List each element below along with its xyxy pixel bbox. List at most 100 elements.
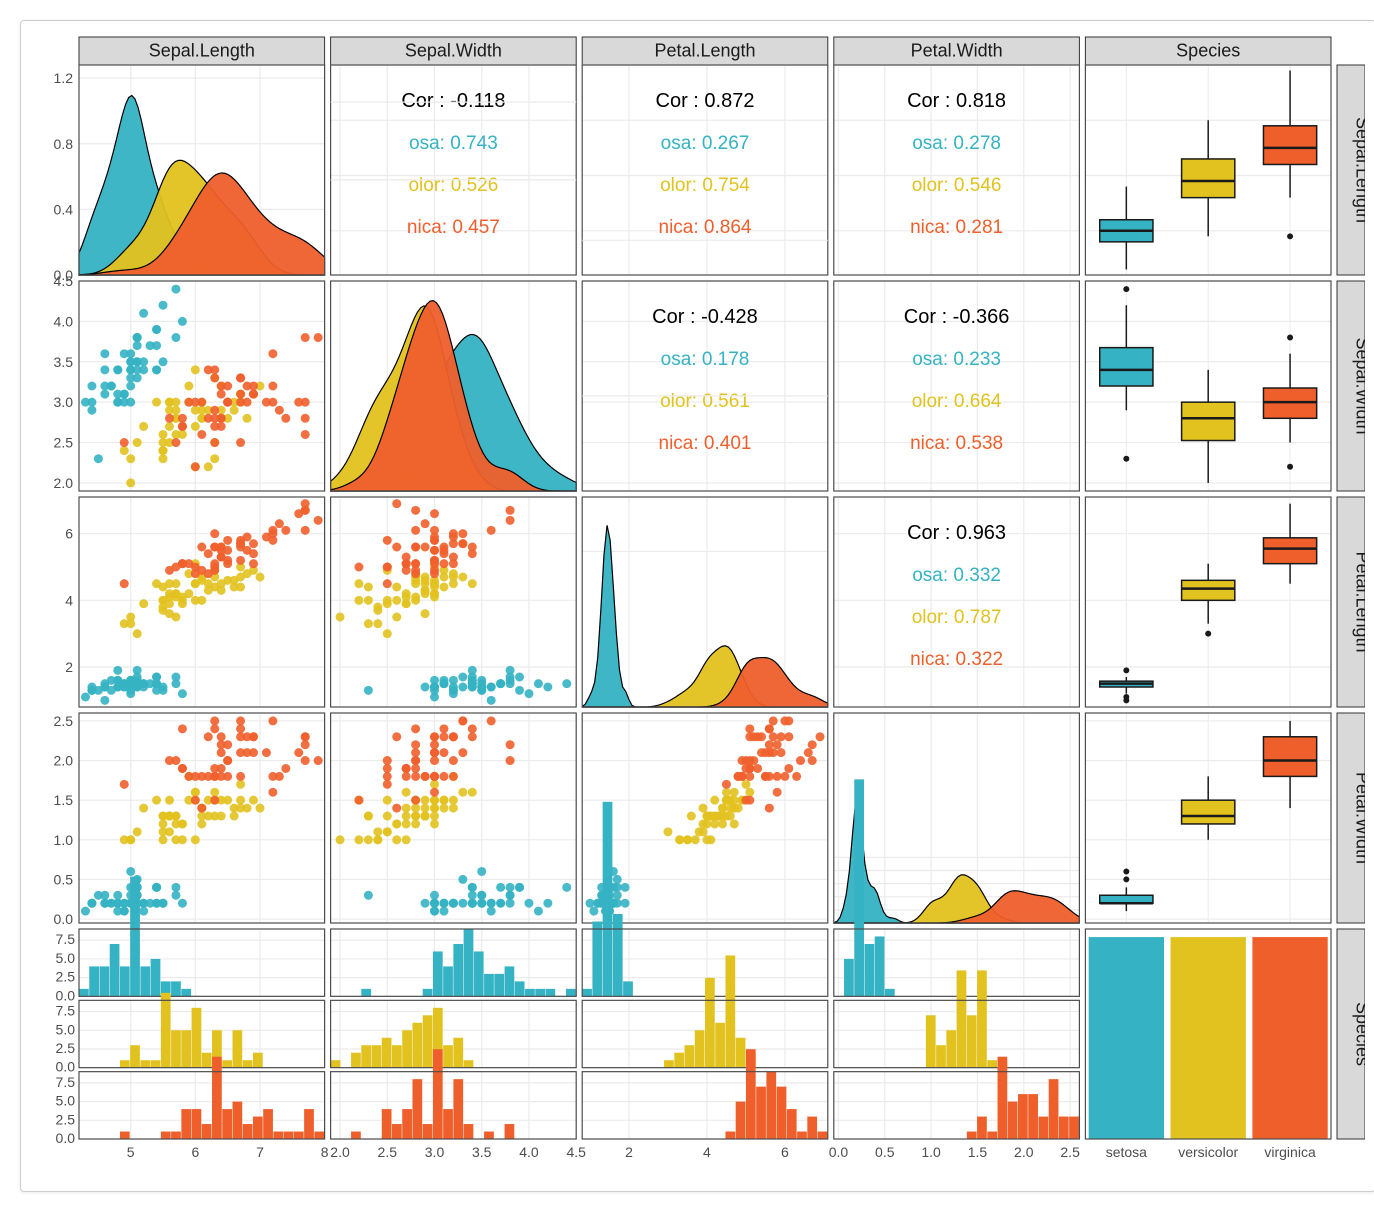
scatter-point <box>411 756 420 765</box>
scatter-point <box>402 589 411 598</box>
panel-Sepal.Length-Petal.Width: Cor : 0.818osa: 0.278olor: 0.546nica: 0.… <box>834 65 1080 275</box>
scatter-point <box>301 333 310 342</box>
scatter-point <box>449 899 458 908</box>
scatter-point <box>421 519 430 528</box>
scatter-point <box>87 398 96 407</box>
scatter-point <box>281 764 290 773</box>
scatter-point <box>100 899 109 908</box>
y-tick: 5.0 <box>56 950 76 966</box>
scatter-point <box>613 891 622 900</box>
cor-versicolor: olor: 0.664 <box>912 391 1002 412</box>
x-tick: 6 <box>781 1144 789 1160</box>
scatter-point <box>210 373 219 382</box>
scatter-point <box>126 357 135 366</box>
row-strip-label: Sepal.Length <box>1353 117 1365 223</box>
scatter-point <box>159 454 168 463</box>
scatter-point <box>281 526 290 535</box>
scatter-point <box>392 583 401 592</box>
scatter-point <box>159 583 168 592</box>
scatter-point <box>411 812 420 821</box>
scatter-point <box>458 788 467 797</box>
panel-Sepal.Length-Sepal.Width: Cor : -0.118osa: 0.743olor: 0.526nica: 0… <box>331 65 577 275</box>
scatter-point <box>506 516 515 525</box>
y-tick: 0.0 <box>56 987 76 1003</box>
scatter-point <box>120 446 129 455</box>
scatter-point <box>411 506 420 515</box>
cor-overall: Cor : -0.366 <box>904 306 1010 328</box>
scatter-point <box>165 566 174 575</box>
scatter-point <box>364 891 373 900</box>
scatter-point <box>430 748 439 757</box>
scatter-point <box>585 899 594 908</box>
scatter-point <box>589 907 598 916</box>
scatter-point <box>458 899 467 908</box>
cor-overall: Cor : -0.118 <box>401 90 505 112</box>
scatter-point <box>487 696 496 705</box>
col-strip-label: Petal.Length <box>654 41 755 61</box>
scatter-point <box>191 365 200 374</box>
scatter-point <box>197 804 206 813</box>
panel-Sepal.Length-Species <box>1085 65 1331 275</box>
scatter-point <box>741 764 750 773</box>
scatter-point <box>421 812 430 821</box>
cor-virginica: nica: 0.864 <box>659 217 752 238</box>
scatter-point <box>171 285 180 294</box>
scatter-point <box>159 827 168 836</box>
species-bar-virginica <box>1252 937 1327 1139</box>
scatter-point <box>159 438 168 447</box>
x-cat: versicolor <box>1178 1144 1238 1160</box>
scatter-point <box>223 756 232 765</box>
cor-setosa: osa: 0.278 <box>912 133 1001 154</box>
scatter-point <box>133 666 142 675</box>
scatter-point <box>120 390 129 399</box>
scatter-point <box>268 382 277 391</box>
scatter-point <box>421 683 430 692</box>
scatter-point <box>477 891 486 900</box>
scatter-point <box>230 804 239 813</box>
scatter-point <box>777 748 786 757</box>
species-bar-setosa <box>1089 937 1164 1139</box>
scatter-point <box>392 596 401 605</box>
scatter-point <box>534 679 543 688</box>
scatter-point <box>268 716 277 725</box>
scatter-point <box>402 819 411 828</box>
scatter-point <box>392 835 401 844</box>
scatter-point <box>402 764 411 773</box>
x-tick: 5 <box>127 1144 135 1160</box>
scatter-point <box>165 796 174 805</box>
scatter-point <box>439 679 448 688</box>
x-tick: 1.0 <box>921 1144 941 1160</box>
scatter-point <box>275 406 284 415</box>
scatter-point <box>171 406 180 415</box>
scatter-point <box>738 756 747 765</box>
scatter-point <box>301 756 310 765</box>
scatter-point <box>411 526 420 535</box>
scatter-point <box>126 478 135 487</box>
scatter-point <box>392 543 401 552</box>
scatter-point <box>94 891 103 900</box>
scatter-point <box>126 683 135 692</box>
scatter-point <box>204 732 213 741</box>
x-cat: setosa <box>1106 1144 1147 1160</box>
scatter-point <box>217 546 226 555</box>
scatter-point <box>449 683 458 692</box>
scatter-point <box>765 724 774 733</box>
scatter-point <box>430 812 439 821</box>
scatter-point <box>383 812 392 821</box>
scatter-point <box>722 796 731 805</box>
scatter-point <box>159 819 168 828</box>
scatter-point <box>364 835 373 844</box>
scatter-point <box>449 804 458 813</box>
scatter-point <box>217 748 226 757</box>
scatter-point <box>430 589 439 598</box>
scatter-point <box>439 573 448 582</box>
scatter-point <box>411 796 420 805</box>
scatter-point <box>506 891 515 900</box>
scatter-point <box>152 325 161 334</box>
scatter-point <box>364 596 373 605</box>
cor-setosa: osa: 0.332 <box>912 565 1001 586</box>
scatter-point <box>230 812 239 821</box>
y-tick: 7.5 <box>56 1003 76 1019</box>
scatter-point <box>364 686 373 695</box>
scatter-point <box>506 756 515 765</box>
